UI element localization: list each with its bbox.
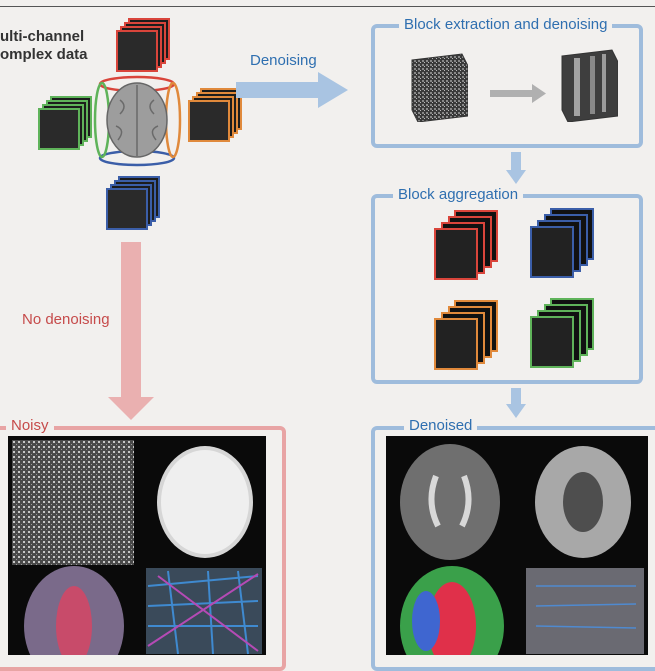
block-aggregation-title: Block aggregation [393,186,524,203]
denoising-arrow [236,72,348,108]
noisy-images [12,440,262,671]
denoised-images [400,444,644,671]
down-arrow-2 [506,388,526,418]
block-aggregation-panel [371,194,643,384]
aggregated-stack-red [434,210,504,282]
brain-illustration [93,75,182,167]
noisy-title: Noisy [6,417,54,434]
denoised-block-cube [561,49,618,122]
denoised-title: Denoised [404,417,478,434]
aggregated-stack-green [530,298,600,370]
noisy-block-cube [411,53,468,122]
channel-stack-orange [188,88,248,148]
block-extraction-title: Block extraction and denoising [399,16,613,33]
channel-stack-green [38,96,98,156]
multichannel-title-line1: ulti-channel [0,28,85,45]
process-arrow [490,84,546,103]
no-denoising-arrow [108,242,154,420]
multichannel-title-line2: omplex data [0,46,88,63]
top-rule [0,6,655,7]
channel-stack-blue [106,176,166,236]
noisy-images-grid [8,436,266,671]
down-arrow-1 [506,152,526,184]
aggregated-stack-blue [530,208,600,280]
aggregated-stack-orange [434,300,504,372]
denoised-images-grid [386,436,648,671]
channel-stack-red [116,18,176,78]
denoising-label: Denoising [250,52,317,69]
no-denoising-label: No denoising [22,311,110,328]
